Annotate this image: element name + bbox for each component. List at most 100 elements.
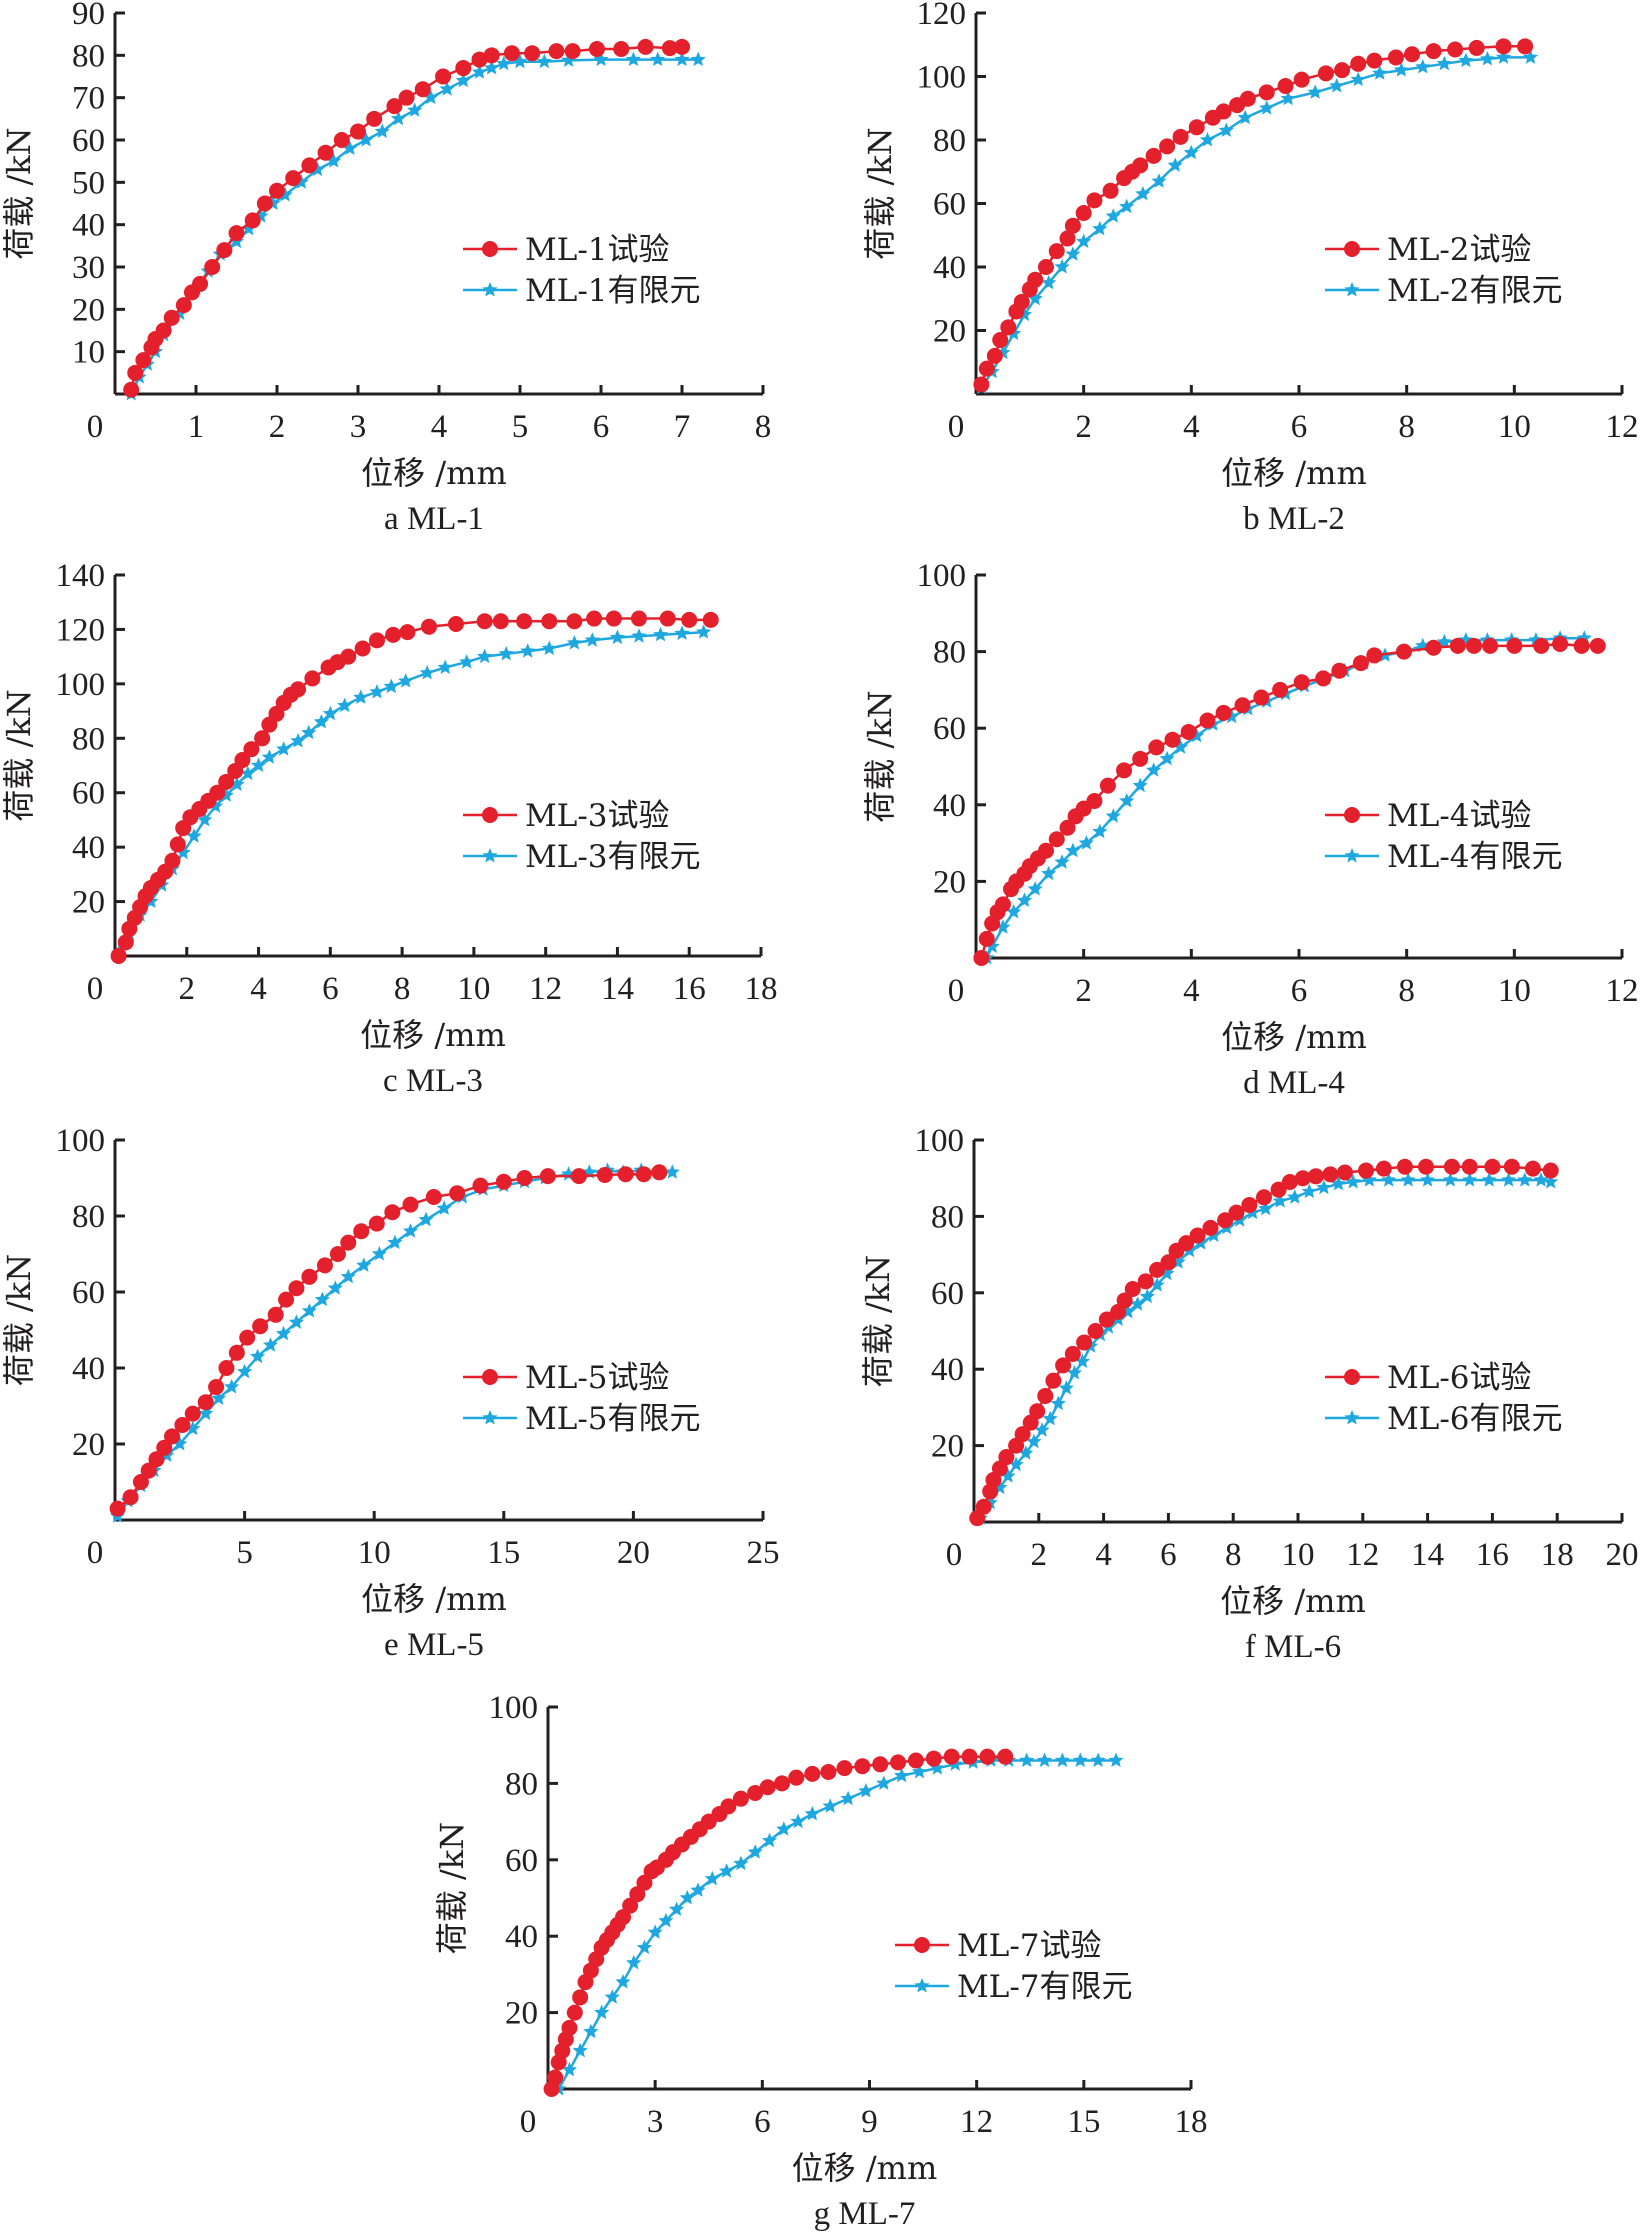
x-tick-label: 3 [647,2104,664,2140]
data-point [1218,122,1234,137]
data-point [761,1832,778,1848]
data-point [1496,49,1512,64]
data-point [979,1748,996,1765]
data-point [674,51,690,66]
data-point [261,749,277,764]
data-point [894,1767,910,1783]
data-point [301,157,318,174]
y-tick-label: 100 [56,1123,106,1159]
data-point [773,1775,790,1792]
x-tick-label: 16 [673,971,706,1007]
data-point [1034,1422,1050,1437]
data-point [1137,1273,1154,1290]
x-tick-label: 10 [1498,409,1531,445]
data-point [622,1897,639,1914]
legend-item: ML-4有限元 [1325,839,1563,875]
data-point [386,98,403,115]
data-point [435,68,452,85]
legend: ML-3试验 ML-3有限元 [463,798,701,875]
data-point [1442,1172,1458,1187]
data-point [340,648,357,665]
data-point [185,1420,201,1436]
panel-caption: d ML-4 [1243,1065,1345,1101]
x-axis-title: 位移 /mm [1221,454,1367,492]
data-point [329,1246,346,1262]
data-point [651,1164,668,1181]
data-point [1167,157,1183,172]
data-point [1148,739,1165,756]
data-point [436,1200,452,1215]
x-tick-label: 8 [755,409,772,445]
x-tick-label: 5 [512,409,529,445]
data-point [1331,662,1348,679]
data-point [1461,1158,1478,1175]
data-point [702,611,719,628]
data-point [496,55,512,71]
data-point [1533,1172,1549,1187]
legend-label: ML-2有限元 [1387,273,1563,309]
data-point [285,170,302,187]
data-point [704,1870,720,1886]
legend: ML-5试验 ML-5有限元 [463,1360,701,1437]
data-point [664,1164,680,1179]
data-point [1149,1261,1166,1278]
data-point [1178,1235,1195,1252]
data-point [1517,1172,1533,1187]
data-point [309,161,326,177]
panel-b: 0 2 4 6 8 10 12 20 40 60 80 100 120 位移 /mm 荷载 /kN b ML-… [861,0,1639,537]
data-point [997,1748,1014,1765]
data-point [250,757,267,772]
y-tick-label: 120 [56,612,106,648]
data-point [1159,1265,1175,1281]
data-point [498,645,514,661]
circle-marker-icon [1344,241,1360,257]
data-point [1105,808,1121,823]
y-axis-title: 荷载 /kN [0,1254,38,1386]
data-point [588,40,605,57]
data-point [1042,1410,1058,1426]
data-point [495,1173,512,1190]
data-point [1000,319,1017,336]
data-point [1116,1292,1133,1309]
data-point [1076,1334,1093,1351]
data-point [617,1166,634,1183]
data-point [1287,1189,1303,1204]
y-tick-label: 80 [72,38,105,74]
series-line [976,1165,1551,1519]
data-point [425,1189,442,1205]
y-tick-label: 100 [56,667,106,703]
y-axis-title: 荷载 /kN [433,1822,471,1954]
data-point [566,635,582,650]
data-point [241,220,257,236]
data-point [1280,90,1296,106]
legend-label: ML-1有限元 [525,273,701,309]
x-tick-label: 10 [457,971,490,1007]
data-point [1329,78,1345,93]
data-point [1482,637,1499,654]
data-point [1027,290,1043,306]
data-point [1506,637,1523,654]
x-tick-label: 6 [754,2104,771,2140]
data-point [208,1379,225,1395]
data-point [1396,1158,1413,1175]
data-point [156,1439,173,1456]
series-line [117,617,711,957]
x-tick-label: 4 [1095,1537,1112,1573]
data-point [1041,274,1057,290]
data-point [998,1449,1015,1466]
data-point [127,364,144,381]
data-point [1270,1181,1287,1198]
data-point [1524,1160,1541,1177]
y-tick-label: 20 [72,885,105,921]
data-point [876,1775,892,1790]
y-tick-label: 100 [489,1690,539,1726]
data-point [387,1234,403,1250]
data-point [1307,84,1323,99]
x-axis-title: 位移 /mm [1220,1582,1366,1620]
data-point [1215,704,1232,721]
data-point [613,40,630,57]
data-point [1253,689,1270,706]
data-point [419,665,435,680]
data-point [1013,293,1030,310]
data-point [288,1314,304,1329]
